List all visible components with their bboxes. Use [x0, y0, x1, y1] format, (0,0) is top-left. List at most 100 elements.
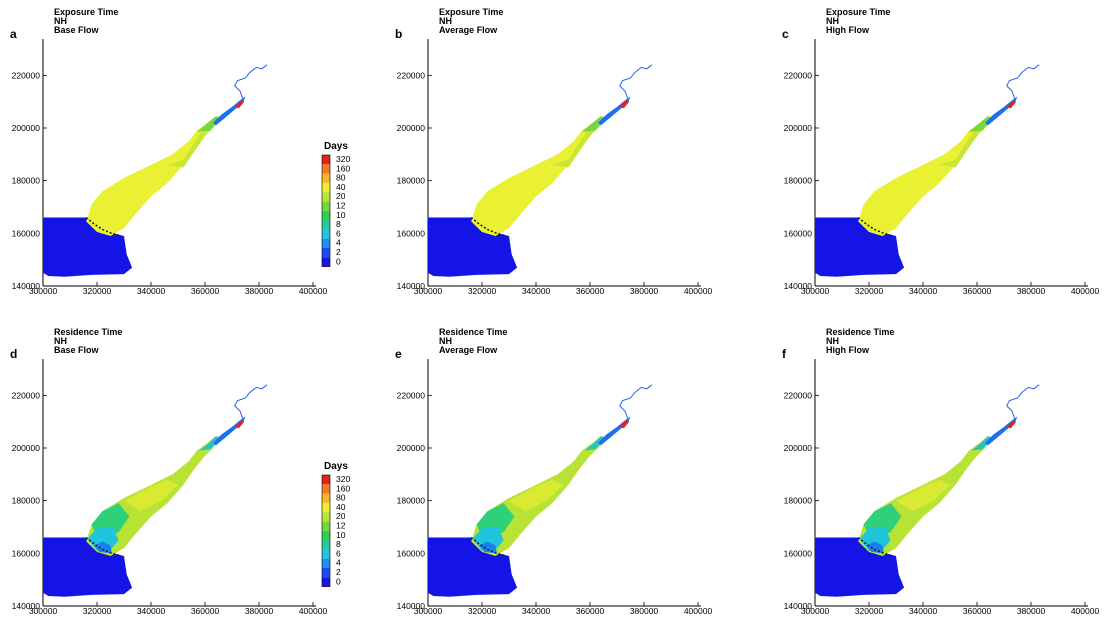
panel-label: d [10, 347, 18, 361]
panel-title-line: NH [826, 16, 839, 26]
panel-title-line: Residence Time [54, 327, 123, 337]
x-tick-label: 320000 [855, 606, 884, 616]
x-tick-label: 380000 [1017, 286, 1046, 296]
panel-title: Residence Time NH Average Flow [439, 328, 507, 355]
x-tick-label: 320000 [83, 286, 112, 296]
colorbar-label: 8 [336, 539, 341, 549]
y-tick-label: 220000 [12, 70, 41, 80]
y-tick-label: 200000 [397, 443, 426, 453]
colorbar-label: 320 [336, 474, 350, 484]
panel-label: a [10, 27, 17, 41]
river-region [985, 416, 1018, 446]
contour-field [815, 64, 1040, 277]
colorbar-swatch [322, 502, 330, 513]
panel-title-line: Exposure Time [439, 7, 504, 17]
estuary-region [86, 116, 222, 236]
river-hotspot [1006, 100, 1017, 109]
colorbar-label: 40 [336, 182, 346, 192]
estuary-subregion [866, 541, 884, 554]
panel-e: e Residence Time NH Average Flow 300000 32000… [395, 325, 735, 625]
colorbar-label: 0 [336, 256, 341, 266]
colorbar-title: Days [324, 461, 348, 472]
plot-svg: 300000 320000 340000 360000 380000 400000 1400… [397, 359, 712, 616]
y-tick-label: 220000 [784, 390, 813, 400]
panel-title-line: Base Flow [54, 25, 99, 35]
estuary-subregion [939, 124, 986, 168]
colorbar-swatch [322, 484, 330, 494]
x-tick-label: 340000 [522, 286, 551, 296]
river-line [1006, 384, 1040, 420]
x-tick-label: 340000 [909, 606, 938, 616]
panel-title: Residence Time NH Base Flow [54, 328, 122, 355]
river-hotspot [234, 420, 245, 429]
x-tick-label: 320000 [468, 286, 497, 296]
x-tick-label: 300000 [414, 286, 443, 296]
estuary-subregion [971, 436, 994, 451]
colorbar-label: 20 [336, 511, 346, 521]
x-tick-label: 360000 [576, 286, 605, 296]
panel-title-line: NH [439, 336, 452, 346]
x-tick-label: 360000 [576, 606, 605, 616]
panel-c: c Exposure Time NH High Flow 300000 320000 340… [782, 5, 1113, 305]
shoreline [857, 216, 894, 237]
panel-b: b Exposure Time NH Average Flow 300000 320000… [395, 5, 735, 305]
colorbar-label: 320 [336, 154, 350, 164]
y-tick-label: 200000 [784, 443, 813, 453]
y-tick-label: 220000 [397, 390, 426, 400]
x-tick-label: 380000 [245, 606, 274, 616]
x-tick-label: 300000 [801, 286, 830, 296]
estuary-subregion [87, 527, 119, 554]
river-hotspot [619, 100, 630, 109]
colorbar-label: 0 [336, 576, 341, 586]
river-hotspot [1006, 420, 1017, 429]
shoreline [85, 216, 122, 237]
plot-svg: 300000 320000 340000 360000 380000 400000 1400… [12, 359, 350, 616]
x-tick-label: 340000 [137, 286, 166, 296]
estuary-subregion [199, 436, 222, 451]
colorbar-label: 160 [336, 163, 350, 173]
x-tick-label: 380000 [630, 606, 659, 616]
panel-title-line: Residence Time [826, 327, 895, 337]
y-tick-label: 200000 [784, 123, 813, 133]
x-tick-label: 320000 [468, 606, 497, 616]
plot-svg: 300000 320000 340000 360000 380000 400000 1400… [397, 39, 712, 296]
y-tick-label: 140000 [397, 281, 426, 291]
y-tick-label: 160000 [397, 228, 426, 238]
contour-field [43, 64, 268, 277]
estuary-subregion [196, 116, 222, 132]
panel-title-line: Residence Time [439, 327, 508, 337]
panel-a: a Exposure Time NH Base Flow 300000 320000 340… [10, 5, 350, 305]
contour-field [428, 384, 653, 597]
y-tick-label: 200000 [397, 123, 426, 133]
contour-field [428, 64, 653, 277]
x-tick-label: 380000 [630, 286, 659, 296]
colorbar-swatch [322, 493, 330, 503]
y-tick-label: 220000 [397, 70, 426, 80]
colorbar-label: 6 [336, 228, 341, 238]
panel-label: c [782, 27, 789, 41]
panel-title-line: NH [826, 336, 839, 346]
colorbar-swatch [322, 257, 330, 267]
panel-title-line: Exposure Time [826, 7, 891, 17]
colorbar-swatch [322, 540, 330, 550]
y-tick-label: 220000 [12, 390, 41, 400]
panel-title-line: Average Flow [439, 25, 498, 35]
panel-label: b [395, 27, 403, 41]
panel-d: d Residence Time NH Base Flow 300000 320000 34… [10, 325, 350, 625]
estuary-region [858, 116, 994, 236]
y-tick-label: 200000 [12, 443, 41, 453]
y-tick-label: 140000 [784, 601, 813, 611]
colorbar-label: 10 [336, 210, 346, 220]
colorbar-swatch [322, 521, 330, 531]
shoreline [857, 536, 894, 557]
colorbar-swatch [322, 182, 330, 193]
y-tick-label: 140000 [784, 281, 813, 291]
x-tick-label: 300000 [801, 606, 830, 616]
estuary-subregion [968, 116, 994, 132]
panel-title-line: Exposure Time [54, 7, 119, 17]
colorbar-label: 2 [336, 567, 341, 577]
river-region [213, 416, 246, 446]
x-tick-label: 400000 [299, 606, 328, 616]
